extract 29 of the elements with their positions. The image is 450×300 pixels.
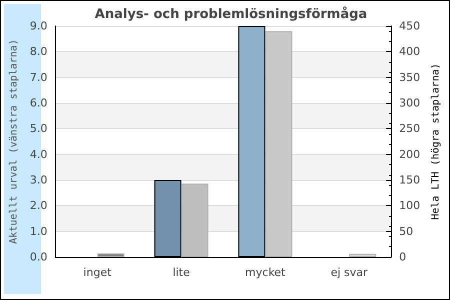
y2-tick-label: 150: [399, 174, 420, 186]
y-tick-label: 2.0: [30, 199, 48, 212]
y-tick-label: 9.0: [30, 20, 48, 32]
y-tick-label: 0.0: [30, 250, 48, 264]
y2-tick-label: 200: [399, 148, 420, 161]
x-tick-label: inget: [83, 266, 112, 279]
y-tick-label: 1.0: [30, 224, 48, 238]
x-tick-label: mycket: [245, 266, 286, 279]
y2-axis-title: Hela LTH (högra staplarna): [430, 63, 442, 220]
y-tick-label: 7.0: [30, 70, 48, 84]
y-tick-label: 4.0: [30, 148, 48, 161]
chart-title: Analys- och problemlösningsförmåga: [94, 6, 368, 22]
y2-tick-label: 350: [399, 70, 420, 84]
y2-tick-label: 450: [399, 20, 420, 32]
x-tick-label: lite: [172, 266, 190, 279]
y2-tick-label: 100: [399, 199, 420, 212]
y-tick-label: 5.0: [30, 122, 48, 136]
y-tick-label: 6.0: [30, 96, 48, 110]
y-axis-title: Aktuellt urval (vänstra staplarna): [8, 39, 20, 244]
y2-tick-label: 50: [399, 224, 414, 238]
bar: [97, 253, 124, 257]
y2-tick-label: 250: [399, 122, 420, 136]
y2-tick-label: 0: [399, 250, 406, 264]
y-tick-label: 3.0: [30, 174, 48, 186]
x-tick-label: ej svar: [330, 266, 368, 279]
bar: [349, 254, 376, 257]
y2-tick-label: 300: [399, 96, 420, 110]
y2-tick-label: 400: [399, 45, 420, 58]
y-tick-label: 8.0: [30, 45, 48, 58]
